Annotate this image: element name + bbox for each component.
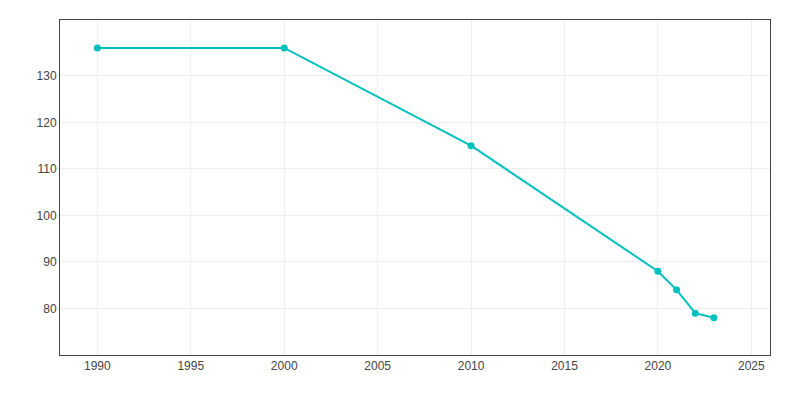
svg-text:90: 90 — [43, 255, 57, 269]
svg-text:80: 80 — [43, 302, 57, 316]
svg-text:120: 120 — [37, 116, 57, 130]
svg-text:1995: 1995 — [177, 359, 204, 373]
svg-text:2000: 2000 — [271, 359, 298, 373]
svg-text:2025: 2025 — [738, 359, 765, 373]
svg-text:100: 100 — [37, 209, 57, 223]
svg-text:1990: 1990 — [84, 359, 111, 373]
svg-text:110: 110 — [37, 162, 56, 176]
svg-text:2010: 2010 — [458, 359, 485, 373]
svg-text:2005: 2005 — [364, 359, 391, 373]
svg-text:2020: 2020 — [645, 359, 672, 373]
svg-text:2015: 2015 — [551, 359, 578, 373]
svg-text:130: 130 — [37, 69, 57, 83]
